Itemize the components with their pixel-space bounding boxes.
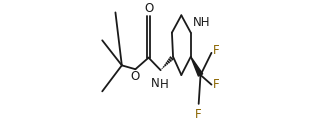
- Polygon shape: [191, 57, 203, 76]
- Text: O: O: [131, 70, 140, 83]
- Text: N: N: [151, 77, 160, 90]
- Text: F: F: [213, 44, 220, 57]
- Text: F: F: [213, 78, 220, 91]
- Text: NH: NH: [193, 16, 210, 29]
- Text: O: O: [144, 2, 153, 15]
- Text: H: H: [160, 78, 168, 91]
- Text: F: F: [195, 107, 202, 120]
